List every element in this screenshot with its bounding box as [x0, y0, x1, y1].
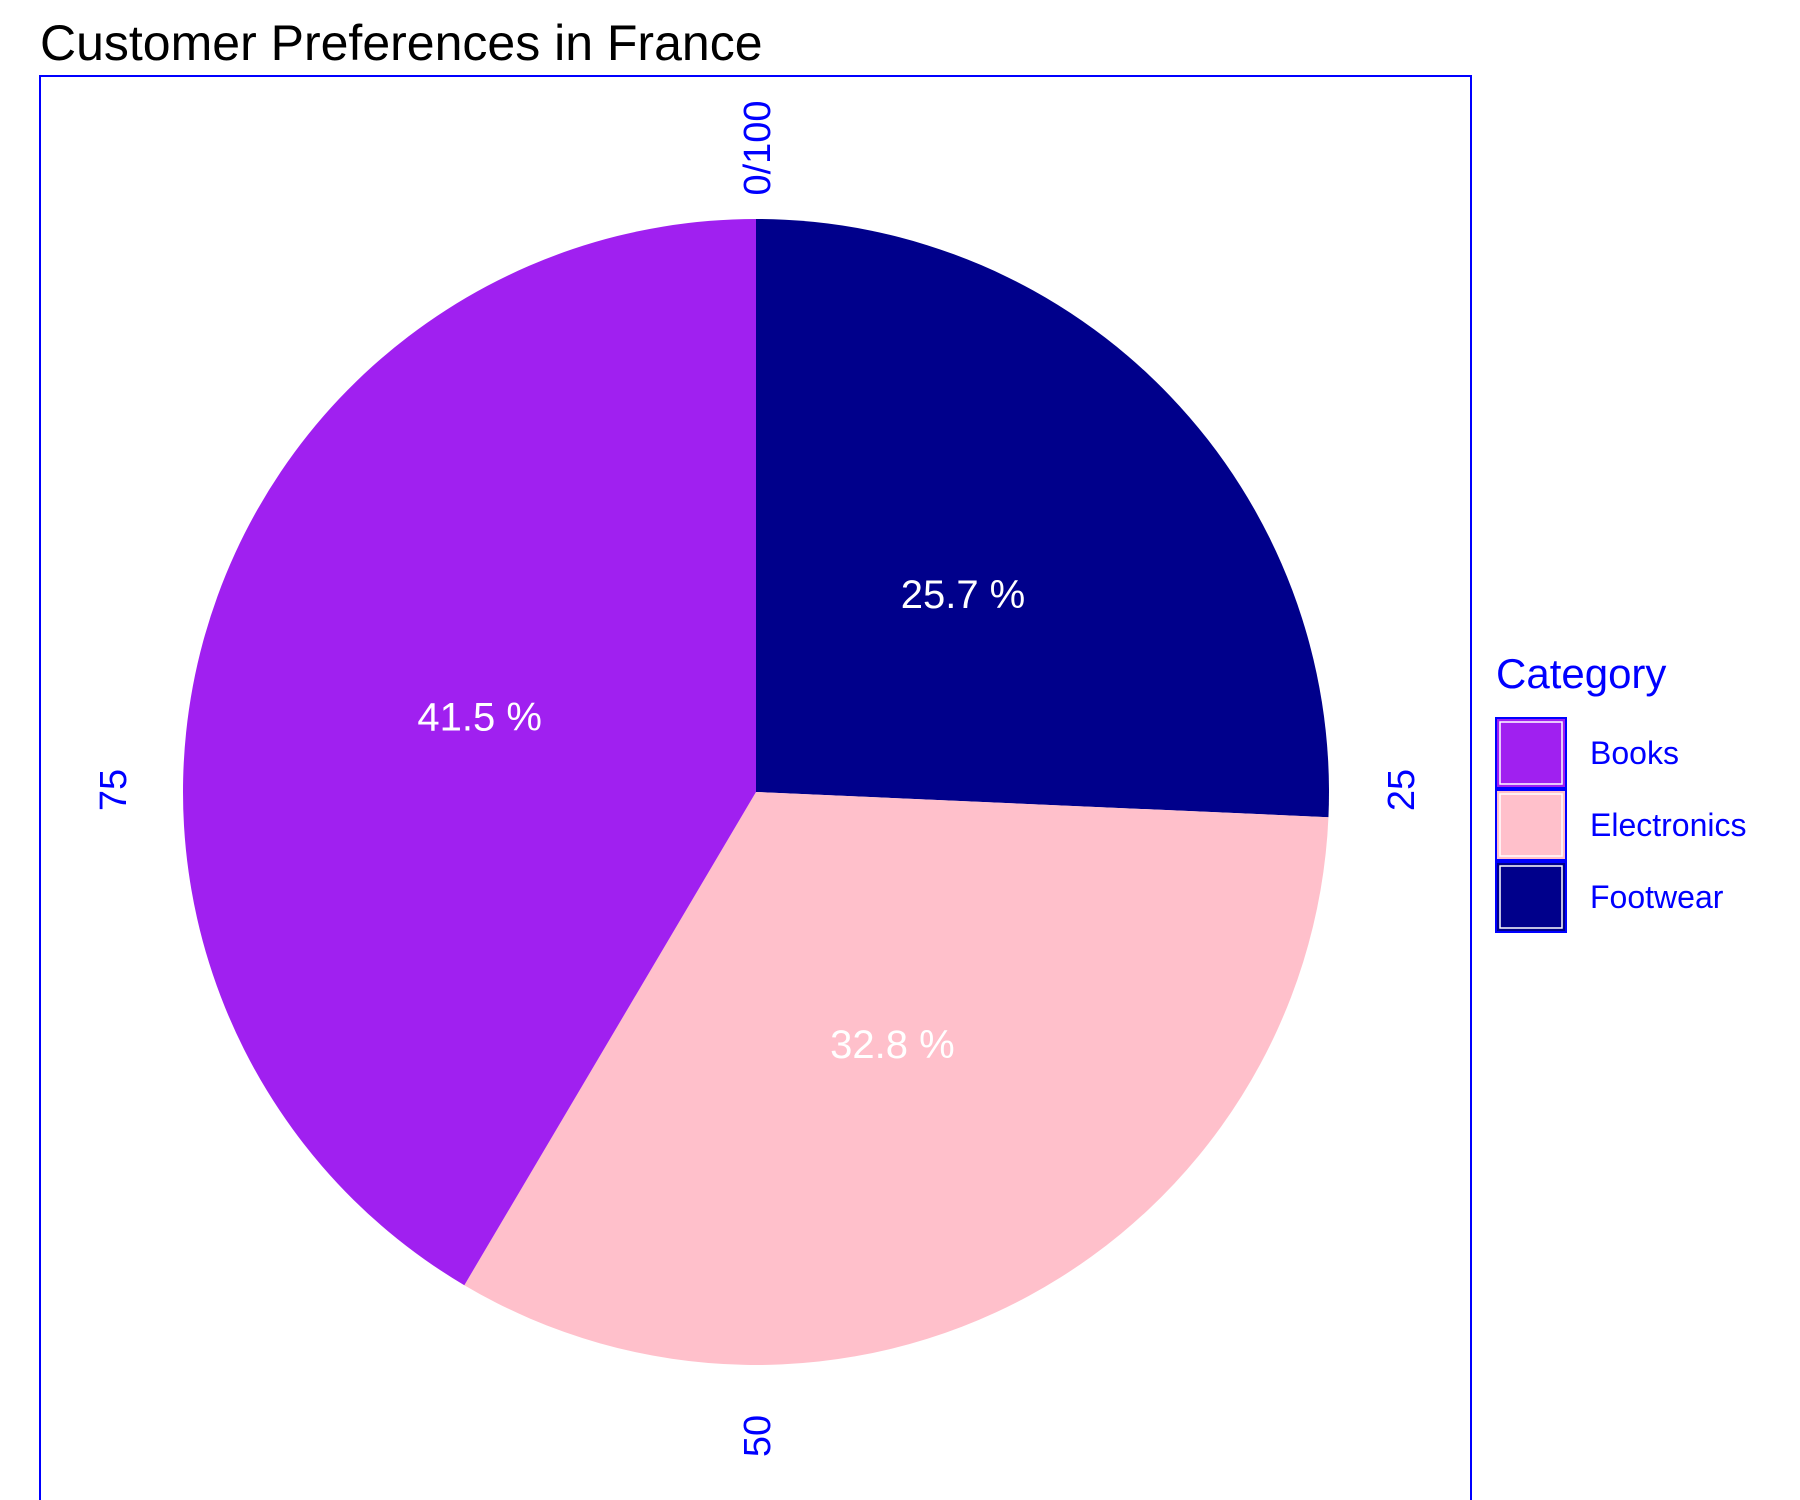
- chart-title: Customer Preferences in France: [40, 15, 763, 71]
- legend-label-electronics: Electronics: [1590, 807, 1747, 843]
- legend-swatch-inner-books: [1499, 721, 1563, 785]
- pie-slice-labels: 25.7 % 32.8 % 41.5 %: [417, 573, 1025, 1067]
- axis-tick-50: 50: [737, 1415, 779, 1457]
- pie-slice-footwear: [756, 219, 1329, 818]
- legend: Category Books Electronics Footwear: [1495, 650, 1747, 933]
- slice-label-electronics: 32.8 %: [830, 1023, 955, 1067]
- axis-ticks: 0/100 25 50 75: [93, 100, 1423, 1457]
- slice-label-footwear: 25.7 %: [901, 573, 1026, 617]
- pie-slice-electronics: [464, 792, 1329, 1365]
- axis-tick-75: 75: [93, 769, 135, 811]
- plot-panel-border: [39, 75, 1472, 1500]
- axis-tick-0-100: 0/100: [737, 100, 779, 195]
- legend-swatch-electronics: [1495, 789, 1567, 861]
- legend-swatch-inner-electronics: [1499, 793, 1563, 857]
- legend-label-footwear: Footwear: [1590, 879, 1724, 915]
- slice-label-books: 41.5 %: [417, 695, 542, 739]
- legend-label-books: Books: [1590, 735, 1679, 771]
- legend-swatch-footwear: [1495, 861, 1567, 933]
- pie-slices: [182, 219, 1329, 1365]
- legend-swatch-inner-footwear: [1499, 865, 1563, 929]
- axis-tick-25: 25: [1381, 769, 1423, 811]
- legend-title: Category: [1496, 650, 1666, 697]
- legend-swatch-books: [1495, 717, 1567, 789]
- pie-slice-books: [182, 219, 757, 1286]
